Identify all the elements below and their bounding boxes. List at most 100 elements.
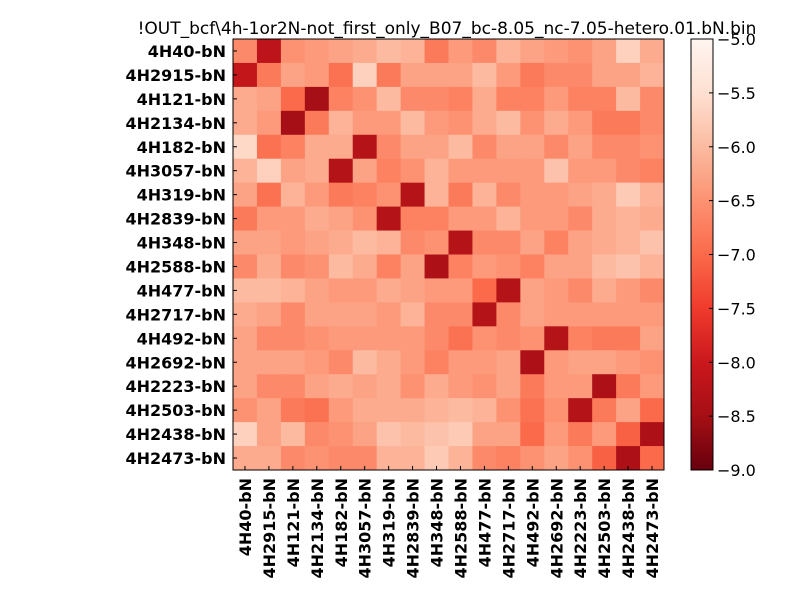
- heatmap-cell: [568, 302, 593, 327]
- heatmap-cell: [233, 62, 258, 88]
- heatmap-cell: [568, 134, 593, 160]
- heatmap-cell: [496, 422, 521, 447]
- heatmap-cell: [640, 278, 665, 303]
- y-tick-label: 4H40-bN: [148, 42, 226, 61]
- heatmap-cell: [400, 398, 425, 423]
- heatmap-cells: [233, 39, 665, 471]
- heatmap-cell: [592, 398, 617, 423]
- heatmap-cell: [400, 350, 425, 375]
- heatmap-cell: [592, 278, 617, 303]
- heatmap-cell: [376, 39, 402, 64]
- heatmap-cell: [424, 158, 449, 184]
- heatmap-cell: [280, 254, 306, 279]
- heatmap-cell: [592, 182, 617, 208]
- y-tick-label: 4H2223-bN: [125, 377, 226, 396]
- heatmap-cell: [256, 326, 282, 351]
- heatmap-cell: [256, 278, 282, 303]
- heatmap-cell: [520, 374, 545, 399]
- heatmap-cell: [496, 39, 521, 64]
- heatmap-cell: [256, 230, 282, 255]
- heatmap-cell: [496, 206, 521, 231]
- heatmap-cell: [568, 326, 593, 351]
- heatmap-cell: [472, 134, 497, 160]
- heatmap-cell: [424, 182, 449, 208]
- colorbar-tick-label: −7.0: [717, 246, 756, 265]
- heatmap-cell: [520, 254, 545, 279]
- heatmap-cell: [376, 134, 402, 160]
- x-tick-label: 4H319-bN: [380, 478, 399, 567]
- heatmap-cell: [496, 326, 521, 351]
- y-tick-label: 4H2134-bN: [125, 114, 226, 133]
- heatmap-cell: [496, 350, 521, 375]
- heatmap-cell: [496, 62, 521, 88]
- heatmap-cell: [280, 62, 306, 88]
- heatmap-cell: [640, 134, 665, 160]
- heatmap-cell: [424, 110, 449, 136]
- heatmap-cell: [496, 374, 521, 399]
- heatmap-cell: [376, 230, 402, 255]
- heatmap-cell: [592, 39, 617, 64]
- heatmap-cell: [640, 398, 665, 423]
- x-tick-label: 4H2503-bN: [595, 478, 614, 579]
- heatmap-cell: [472, 278, 497, 303]
- y-tick-label: 4H2438-bN: [125, 425, 226, 444]
- heatmap-cell: [304, 62, 330, 88]
- heatmap-cell: [568, 254, 593, 279]
- heatmap-cell: [400, 302, 425, 327]
- heatmap-cell: [328, 206, 354, 231]
- heatmap-cell: [280, 422, 306, 447]
- heatmap-cell: [400, 374, 425, 399]
- heatmap-cell: [233, 134, 258, 160]
- heatmap-cell: [352, 350, 378, 375]
- heatmap-cell: [472, 206, 497, 231]
- heatmap-cell: [328, 110, 354, 136]
- heatmap-cell: [640, 182, 665, 208]
- heatmap-cell: [640, 39, 665, 64]
- heatmap-cell: [592, 158, 617, 184]
- heatmap-cell: [328, 86, 354, 112]
- heatmap-cell: [304, 398, 330, 423]
- heatmap-cell: [328, 350, 354, 375]
- y-tick-label: 4H319-bN: [137, 186, 226, 205]
- heatmap-cell: [256, 374, 282, 399]
- heatmap-cell: [328, 422, 354, 447]
- heatmap-cell: [568, 182, 593, 208]
- heatmap-cell: [304, 254, 330, 279]
- heatmap-cell: [472, 326, 497, 351]
- x-tick-label: 4H121-bN: [284, 478, 303, 567]
- heatmap-cell: [256, 422, 282, 447]
- x-tick-label: 4H2717-bN: [499, 478, 518, 579]
- heatmap-cell: [256, 182, 282, 208]
- heatmap-cell: [496, 110, 521, 136]
- heatmap-cell: [352, 230, 378, 255]
- heatmap-cell: [496, 302, 521, 327]
- heatmap-cell: [448, 134, 473, 160]
- heatmap-cell: [640, 230, 665, 255]
- heatmap-cell: [472, 350, 497, 375]
- heatmap-cell: [568, 110, 593, 136]
- heatmap-cell: [280, 374, 306, 399]
- heatmap-cell: [448, 326, 473, 351]
- heatmap-cell: [448, 398, 473, 423]
- y-tick-label: 4H2503-bN: [125, 401, 226, 420]
- x-tick-label: 4H3057-bN: [356, 478, 375, 579]
- heatmap-cell: [376, 86, 402, 112]
- heatmap-cell: [376, 182, 402, 208]
- heatmap-cell: [376, 326, 402, 351]
- heatmap-cell: [616, 86, 641, 112]
- heatmap-cell: [376, 374, 402, 399]
- heatmap-cell: [280, 398, 306, 423]
- y-tick-label: 4H477-bN: [137, 281, 226, 300]
- y-tick-label: 4H2717-bN: [125, 305, 226, 324]
- heatmap-cell: [304, 110, 330, 136]
- heatmap-cell: [256, 62, 282, 88]
- heatmap-cell: [568, 158, 593, 184]
- heatmap-cell: [496, 278, 521, 303]
- heatmap-cell: [328, 158, 354, 184]
- heatmap-cell: [472, 182, 497, 208]
- heatmap-cell: [616, 278, 641, 303]
- heatmap-cell: [233, 302, 258, 327]
- heatmap-cell: [496, 254, 521, 279]
- heatmap-cell: [400, 422, 425, 447]
- heatmap-cell: [352, 39, 378, 64]
